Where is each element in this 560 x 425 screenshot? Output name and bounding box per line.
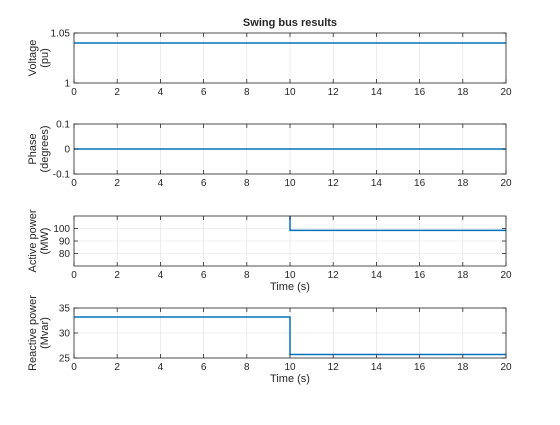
- figure-title: Swing bus results: [243, 17, 337, 29]
- series-line-1: [289, 216, 506, 232]
- x-tick-label: 2: [114, 270, 120, 281]
- x-tick-label: 4: [158, 178, 164, 189]
- y-tick-label: 80: [59, 249, 71, 260]
- x-tick-label: 14: [371, 178, 383, 189]
- x-tick-label: 0: [71, 87, 77, 98]
- series-line-1: [74, 316, 506, 356]
- x-tick-label: 20: [500, 87, 512, 98]
- y-tick-label: 0.1: [56, 120, 70, 131]
- x-tick-label: 16: [414, 87, 426, 98]
- y-axis-label: Voltage(pu): [27, 40, 51, 77]
- x-tick-label: 2: [114, 178, 120, 189]
- x-tick-label: 16: [414, 178, 426, 189]
- x-tick-label: 14: [371, 270, 383, 281]
- x-tick-label: 4: [158, 270, 164, 281]
- x-tick-label: 6: [201, 362, 207, 373]
- x-tick-label: 18: [457, 178, 469, 189]
- x-tick-label: 6: [201, 87, 207, 98]
- y-tick-label: -0.1: [53, 170, 71, 181]
- x-tick-label: 6: [201, 178, 207, 189]
- x-tick-label: 20: [500, 178, 512, 189]
- x-tick-label: 20: [500, 362, 512, 373]
- x-tick-label: 16: [414, 270, 426, 281]
- x-axis-label: Time (s): [270, 373, 310, 385]
- x-tick-label: 2: [114, 87, 120, 98]
- y-tick-label: 100: [53, 224, 70, 235]
- x-axis-label: Time (s): [270, 281, 310, 293]
- y-tick-label: 35: [59, 304, 71, 315]
- x-tick-label: 16: [414, 362, 426, 373]
- y-tick-label: 0: [64, 145, 70, 156]
- y-tick-label: 90: [59, 237, 71, 248]
- y-tick-label: 1: [64, 79, 70, 90]
- x-tick-label: 10: [284, 87, 296, 98]
- x-tick-label: 12: [328, 178, 340, 189]
- y-tick-label: 30: [59, 329, 71, 340]
- x-tick-label: 12: [328, 362, 340, 373]
- x-tick-label: 10: [284, 362, 296, 373]
- x-tick-label: 6: [201, 270, 207, 281]
- y-axis-label: Reactive power(Mvar): [27, 295, 51, 371]
- y-axis-label: Active power(MW): [27, 209, 51, 272]
- x-tick-label: 10: [284, 178, 296, 189]
- x-tick-label: 0: [71, 270, 77, 281]
- x-tick-label: 12: [328, 87, 340, 98]
- y-axis-label: Phase(degrees): [27, 125, 51, 172]
- x-tick-label: 12: [328, 270, 340, 281]
- x-tick-label: 18: [457, 362, 469, 373]
- x-tick-label: 8: [244, 178, 250, 189]
- x-tick-label: 0: [71, 362, 77, 373]
- y-tick-label: 25: [59, 354, 71, 365]
- x-tick-label: 8: [244, 270, 250, 281]
- x-tick-label: 8: [244, 362, 250, 373]
- x-tick-label: 18: [457, 87, 469, 98]
- x-tick-label: 20: [500, 270, 512, 281]
- x-tick-label: 2: [114, 362, 120, 373]
- x-tick-label: 14: [371, 87, 383, 98]
- subplot-4: 0 2 4 6 8 10 12 14 16 18 20 25 30 35 Reactive power(Mv…: [27, 295, 512, 385]
- x-tick-label: 14: [371, 362, 383, 373]
- x-tick-label: 0: [71, 178, 77, 189]
- x-tick-label: 4: [158, 87, 164, 98]
- x-tick-label: 18: [457, 270, 469, 281]
- x-tick-label: 4: [158, 362, 164, 373]
- x-tick-label: 8: [244, 87, 250, 98]
- y-tick-label: 1.05: [51, 29, 71, 40]
- x-tick-label: 10: [284, 270, 296, 281]
